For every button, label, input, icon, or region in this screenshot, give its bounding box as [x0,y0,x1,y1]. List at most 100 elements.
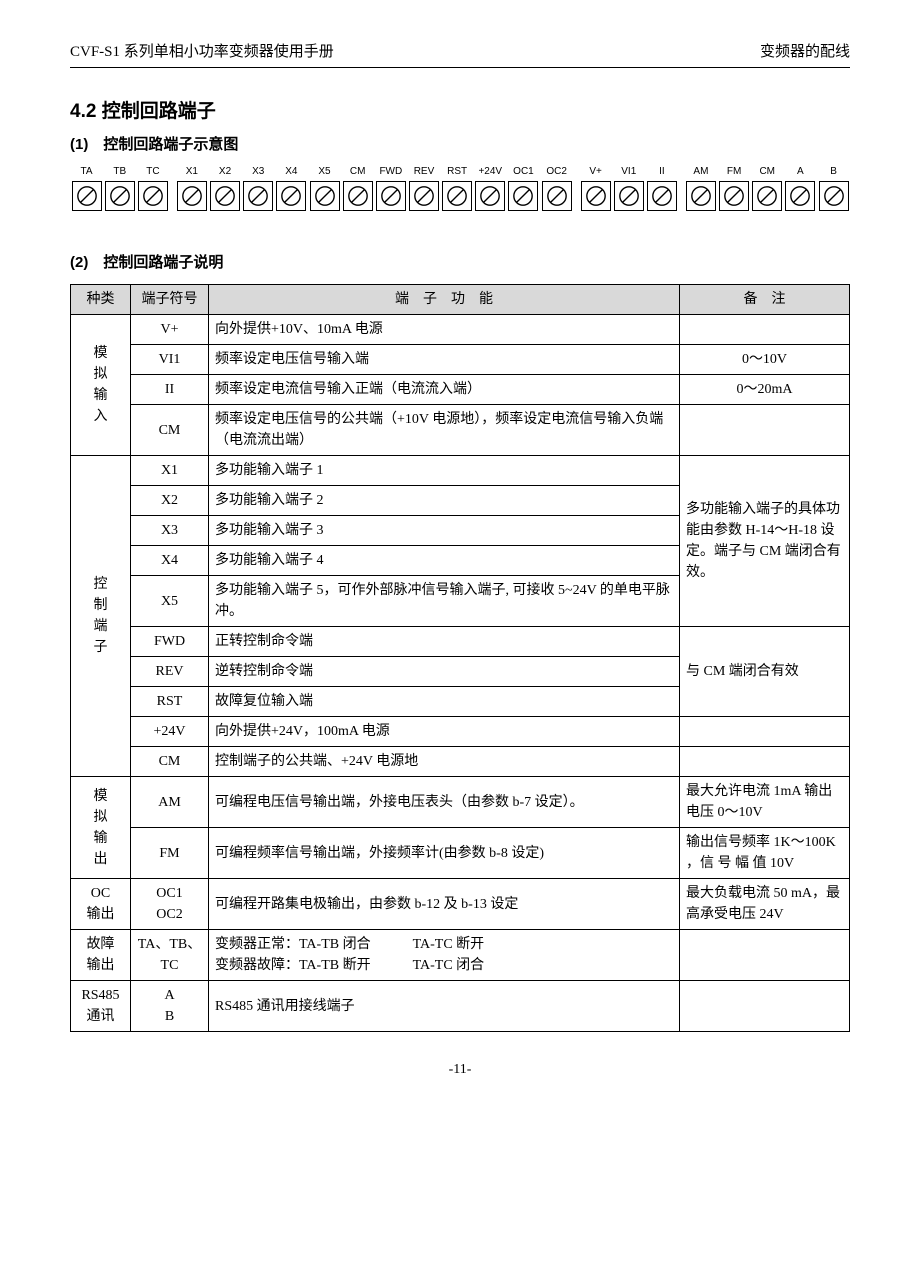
terminal-label: OC1 [513,166,534,177]
subsection-2: (2) 控制回路端子说明 [70,251,850,272]
cell-function: 故障复位输入端 [209,687,680,717]
cell-function: 向外提供+10V、10mA 电源 [209,315,680,345]
cell-note [680,717,850,747]
terminal-A: A [784,166,817,211]
cell-function: 逆转控制命令端 [209,657,680,687]
terminal-label: X2 [219,166,231,177]
terminal-X4: X4 [275,166,308,211]
terminal-X1: X1 [175,166,208,211]
cell-function: 可编程频率信号输出端，外接频率计(由参数 b-8 设定) [209,828,680,879]
cell-symbol: X4 [131,546,209,576]
terminal-label: X4 [285,166,297,177]
terminal-label: TB [113,166,126,177]
terminal-label: X5 [318,166,330,177]
terminal-label: TA [81,166,93,177]
table-row: 控制端子X1多功能输入端子 1多功能输入端子的具体功能由参数 H-14～H-18… [71,456,850,486]
terminal-label: V+ [589,166,602,177]
screw-terminal-icon [243,181,273,211]
cell-symbol: OC1OC2 [131,879,209,930]
table-row: CM控制端子的公共端、+24V 电源地 [71,747,850,777]
cell-function: 控制端子的公共端、+24V 电源地 [209,747,680,777]
cell-symbol: X3 [131,516,209,546]
cell-function: 多功能输入端子 5，可作外部脉冲信号输入端子, 可接收 5~24V 的单电平脉冲… [209,576,680,627]
cell-symbol: +24V [131,717,209,747]
terminal-label: FM [727,166,741,177]
col-function-header: 端 子 功 能 [209,285,680,315]
screw-terminal-icon [785,181,815,211]
screw-terminal-icon [343,181,373,211]
terminal-label: CM [759,166,775,177]
cell-symbol: CM [131,747,209,777]
screw-terminal-icon [647,181,677,211]
cell-note: 与 CM 端闭合有效 [680,627,850,717]
screw-terminal-icon [442,181,472,211]
screw-terminal-icon [105,181,135,211]
col-category-header: 种类 [71,285,131,315]
table-row: +24V向外提供+24V，100mA 电源 [71,717,850,747]
cell-note: 多功能输入端子的具体功能由参数 H-14～H-18 设定。端子与 CM 端闭合有… [680,456,850,627]
table-row: FM可编程频率信号输出端，外接频率计(由参数 b-8 设定)输出信号频率 1K～… [71,828,850,879]
cell-function: 正转控制命令端 [209,627,680,657]
terminal-Vplus: V+ [579,166,612,211]
cell-note: 最大允许电流 1mA 输出电压 0～10V [680,777,850,828]
cell-note [680,981,850,1032]
cell-symbol: X1 [131,456,209,486]
table-row: 模拟输出AM可编程电压信号输出端，外接电压表头（由参数 b-7 设定）。最大允许… [71,777,850,828]
table-row: II频率设定电流信号输入正端（电流流入端）0～20mA [71,375,850,405]
screw-terminal-icon [310,181,340,211]
header-right: 变频器的配线 [760,40,850,61]
terminal-label: TC [146,166,159,177]
terminal-X2: X2 [208,166,241,211]
cell-symbol: REV [131,657,209,687]
terminal-X3: X3 [242,166,275,211]
cell-function: 频率设定电压信号的公共端（+10V 电源地），频率设定电流信号输入负端（电流流出… [209,405,680,456]
cell-category: OC输出 [71,879,131,930]
terminal-plus24V: +24V [474,166,507,211]
screw-terminal-icon [376,181,406,211]
page-header: CVF-S1 系列单相小功率变频器使用手册 变频器的配线 [70,40,850,68]
terminal-TC: TC [136,166,169,211]
cell-note: 最大负载电流 50 mA，最高承受电压 24V [680,879,850,930]
table-row: OC输出OC1OC2可编程开路集电极输出，由参数 b-12 及 b-13 设定最… [71,879,850,930]
screw-terminal-icon [752,181,782,211]
screw-terminal-icon [581,181,611,211]
cell-note [680,315,850,345]
terminal-label: OC2 [546,166,567,177]
screw-terminal-icon [409,181,439,211]
screw-terminal-icon [177,181,207,211]
col-note-header: 备 注 [680,285,850,315]
terminal-II: II [645,166,678,211]
screw-terminal-icon [276,181,306,211]
cell-note [680,405,850,456]
cell-symbol: AB [131,981,209,1032]
section-title: 4.2 控制回路端子 [70,96,850,123]
screw-terminal-icon [614,181,644,211]
terminal-label: A [797,166,804,177]
terminal-CM: CM [751,166,784,211]
cell-note: 0～20mA [680,375,850,405]
terminal-label: RST [447,166,467,177]
cell-function: 可编程电压信号输出端，外接电压表头（由参数 b-7 设定）。 [209,777,680,828]
table-row: 故障输出TA、TB、TC变频器正常：TA-TB 闭合 TA-TC 断开变频器故障… [71,930,850,981]
cell-note [680,747,850,777]
screw-terminal-icon [819,181,849,211]
screw-terminal-icon [719,181,749,211]
terminal-label: CM [350,166,366,177]
cell-category: 控制端子 [71,456,131,777]
terminal-label: FWD [379,166,402,177]
table-row: 模拟输入V+向外提供+10V、10mA 电源 [71,315,850,345]
screw-terminal-icon [138,181,168,211]
terminal-label: X3 [252,166,264,177]
cell-function: 频率设定电流信号输入正端（电流流入端） [209,375,680,405]
cell-symbol: II [131,375,209,405]
screw-terminal-icon [508,181,538,211]
terminal-AM: AM [684,166,717,211]
table-header-row: 种类 端子符号 端 子 功 能 备 注 [71,285,850,315]
header-left: CVF-S1 系列单相小功率变频器使用手册 [70,40,334,61]
table-row: RS485通讯ABRS485 通讯用接线端子 [71,981,850,1032]
terminal-REV: REV [407,166,440,211]
table-row: FWD正转控制命令端与 CM 端闭合有效 [71,627,850,657]
cell-symbol: CM [131,405,209,456]
terminal-RST: RST [441,166,474,211]
cell-function: 向外提供+24V，100mA 电源 [209,717,680,747]
